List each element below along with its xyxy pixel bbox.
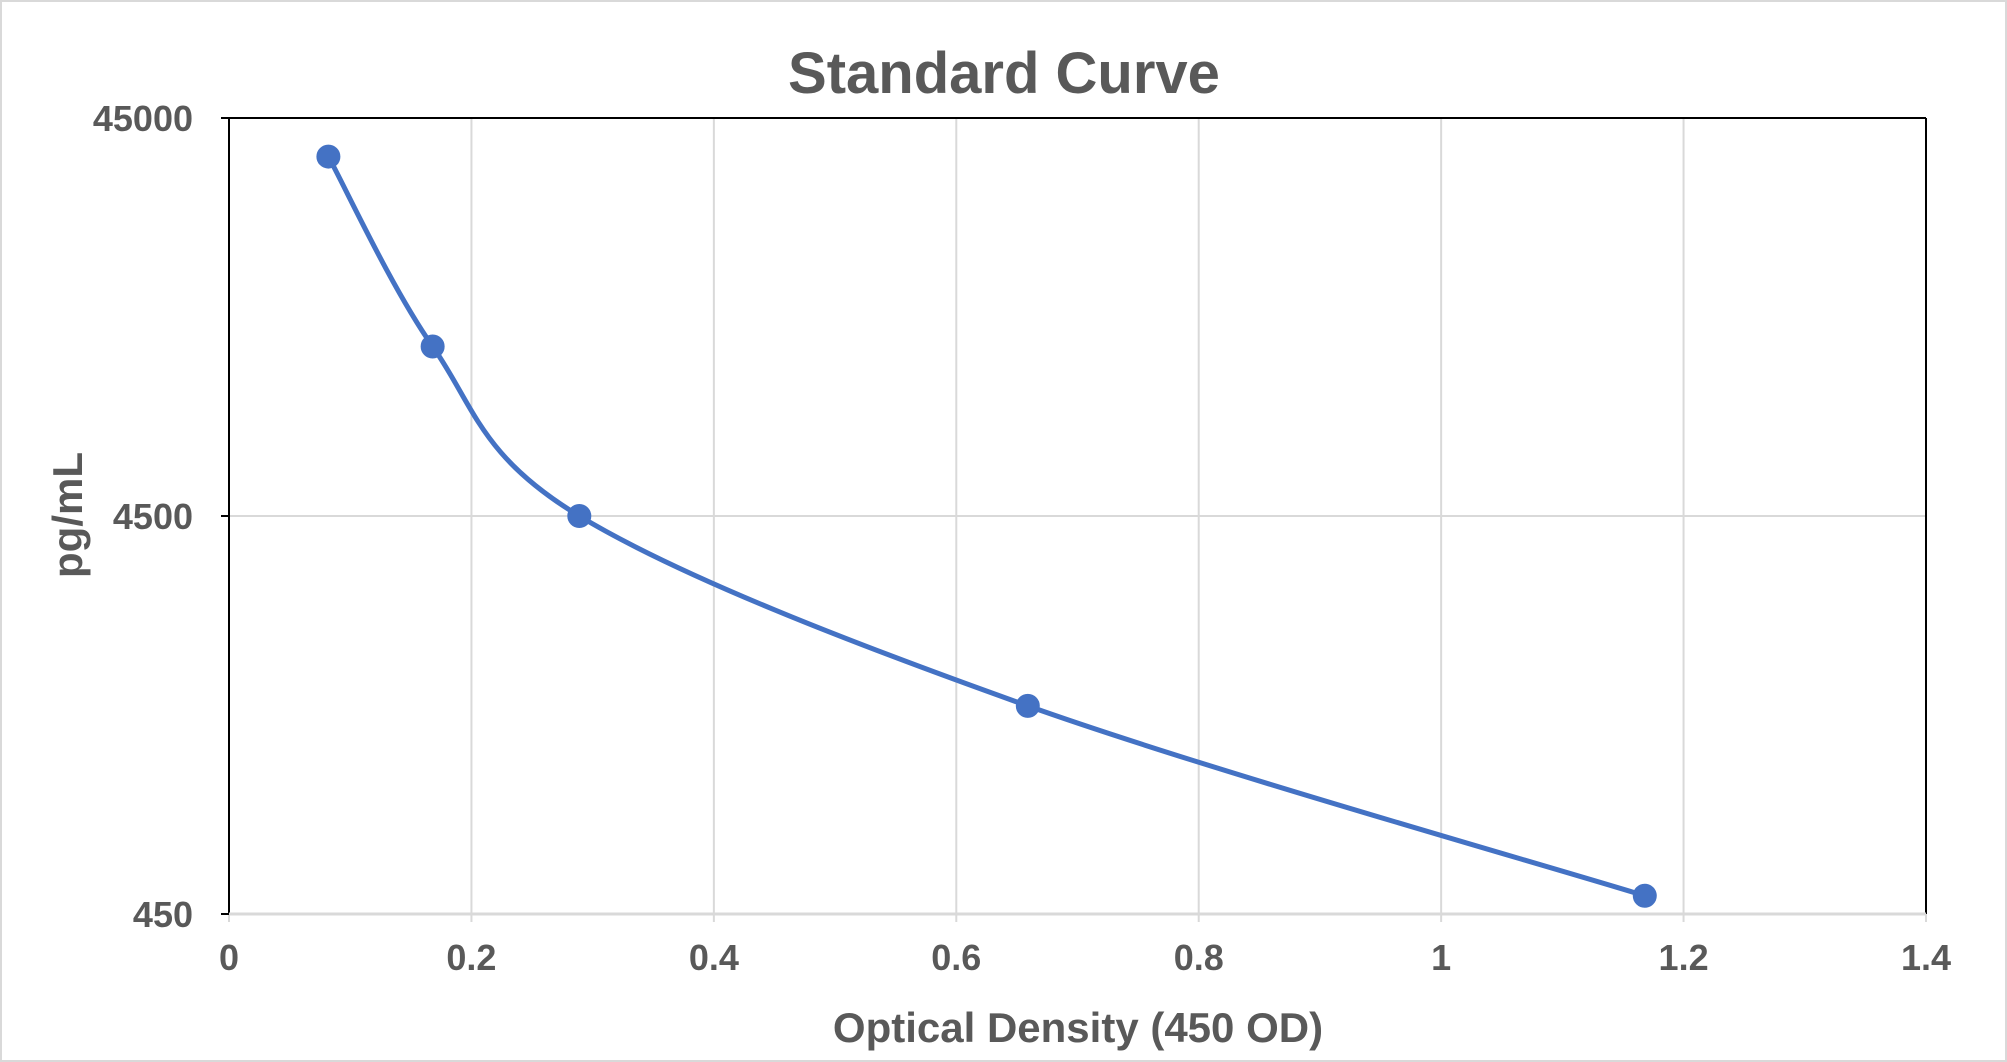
x-tick-label: 0.8 [1174, 937, 1224, 978]
data-point [1632, 883, 1657, 908]
x-tick-label: 1.2 [1659, 937, 1709, 978]
x-tick-label: 1.4 [1901, 937, 1951, 978]
y-axis-title: pg/mL [44, 452, 91, 578]
data-point [1015, 693, 1040, 718]
data-point [567, 504, 592, 528]
x-axis-title: Optical Density (450 OD) [833, 1004, 1323, 1051]
x-tick-label: 0.6 [931, 937, 981, 978]
chart-title: Standard Curve [788, 41, 1220, 106]
series-layer [316, 144, 1657, 908]
x-tick-label: 0.2 [446, 937, 496, 978]
x-tick-label: 1 [1431, 937, 1451, 978]
series-line [326, 155, 1646, 899]
y-tick-label: 45000 [93, 98, 193, 139]
y-axis-tick-labels: 450 4500 45000 [93, 98, 193, 935]
x-tick-label: 0 [219, 937, 239, 978]
y-tick-label: 4500 [113, 496, 193, 537]
x-tick-label: 0.4 [689, 937, 739, 978]
grid-lines [229, 118, 1926, 914]
axes [221, 117, 1927, 922]
x-axis-tick-labels: 0 0.2 0.4 0.6 0.8 1 1.2 1.4 [219, 937, 1951, 978]
data-point [316, 144, 341, 169]
y-tick-label: 450 [133, 894, 193, 935]
data-point [420, 334, 445, 359]
